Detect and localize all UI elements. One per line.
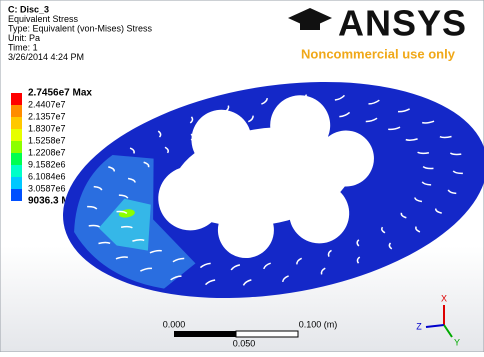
legend-band xyxy=(11,141,22,153)
axis-y: Y xyxy=(454,337,460,347)
legend-band xyxy=(11,165,22,177)
legend-label: 1.5258e7 xyxy=(28,135,66,145)
legend-band xyxy=(11,93,22,105)
header-line: 3/26/2014 4:24 PM xyxy=(8,52,84,62)
legend-label: 2.1357e7 xyxy=(28,111,66,121)
axis-x: X xyxy=(441,293,447,303)
legend-band xyxy=(11,105,22,117)
legend-label: 1.8307e7 xyxy=(28,123,66,133)
legend-band xyxy=(11,117,22,129)
legend-band xyxy=(11,189,22,201)
legend-label: 3.0587e6 xyxy=(28,183,66,193)
scale-label: 0.000 xyxy=(163,319,186,329)
header-line: Type: Equivalent (von-Mises) Stress xyxy=(8,23,153,33)
legend-label: 2.4407e7 xyxy=(28,99,66,109)
notice: Noncommercial use only xyxy=(301,46,456,61)
legend-label: 1.2208e7 xyxy=(28,147,66,157)
legend-label: 6.1084e6 xyxy=(28,171,66,181)
scale-label: 0.050 xyxy=(233,338,256,348)
viewport: C: Disc_3Equivalent StressType: Equivale… xyxy=(0,0,484,352)
legend-band xyxy=(11,177,22,189)
axis-z: Z xyxy=(416,321,422,331)
header-line: Equivalent Stress xyxy=(8,14,79,24)
header-line: Unit: Pa xyxy=(8,33,40,43)
header-line: Time: 1 xyxy=(8,42,38,52)
header-line: C: Disc_3 xyxy=(8,4,49,14)
legend-label: 9.1582e6 xyxy=(28,159,66,169)
legend-label: 2.7456e7 Max xyxy=(28,88,92,99)
legend-band xyxy=(11,153,22,165)
scale-label: 0.100 (m) xyxy=(299,319,338,329)
cap-icon xyxy=(300,20,320,30)
brand: ANSYS xyxy=(338,3,467,44)
legend-band xyxy=(11,129,22,141)
